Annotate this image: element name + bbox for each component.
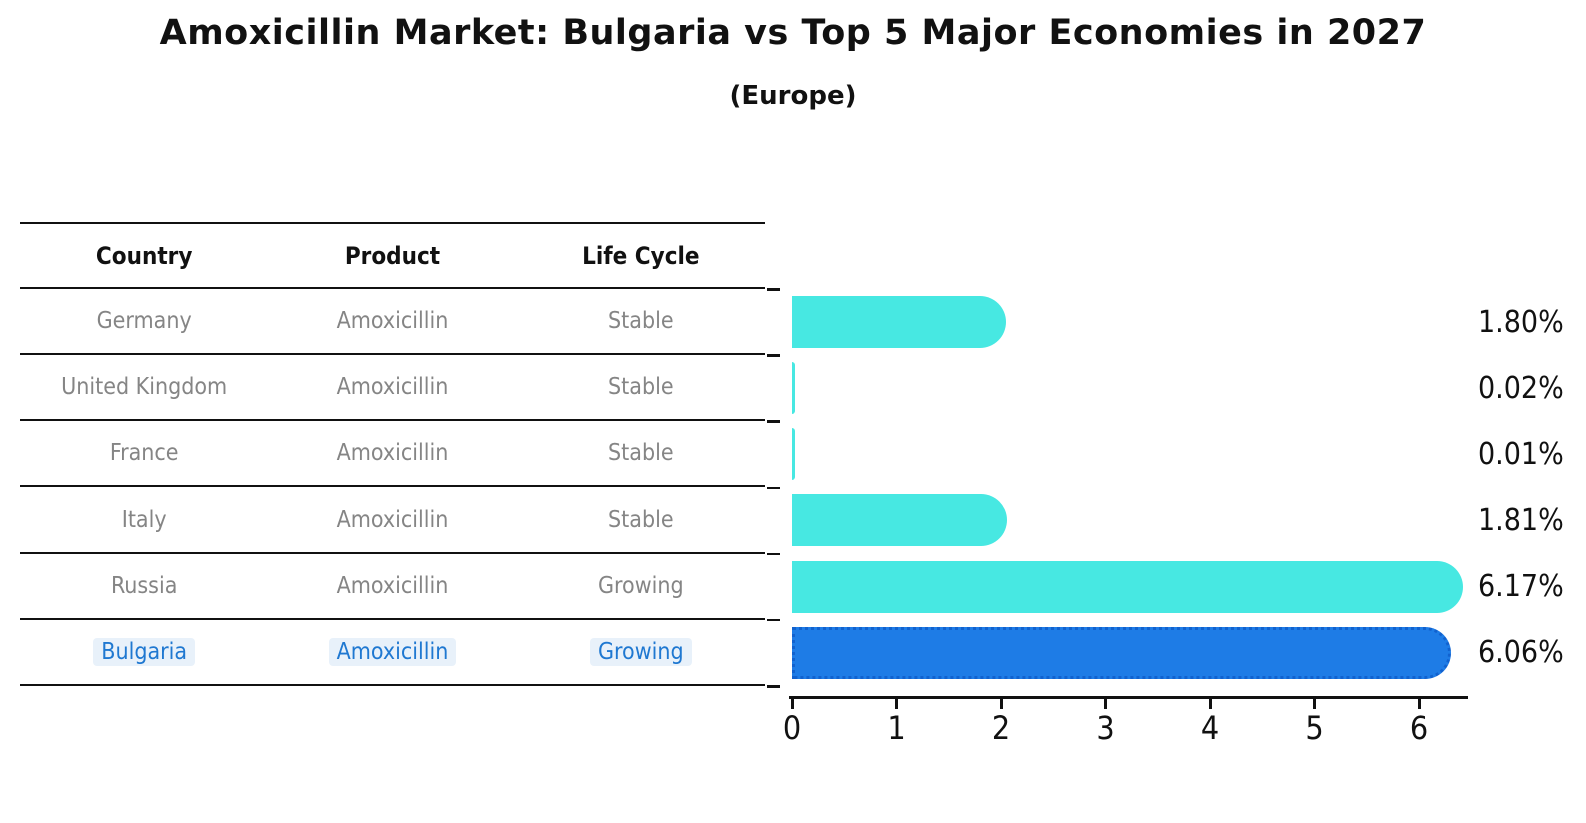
y-tick-mark — [767, 618, 780, 622]
table-row-italy: Italy Amoxicillin Stable — [20, 487, 765, 554]
bar-france — [792, 428, 795, 481]
country-label: United Kingdom — [61, 374, 228, 401]
country-table: Country Product Life Cycle Germany Amoxic… — [20, 222, 765, 686]
table-cell-country: France — [20, 440, 268, 466]
product-label: Amoxicillin — [328, 637, 457, 666]
table-cell-product: Amoxicillin — [268, 374, 516, 400]
life-cycle-label: Stable — [608, 440, 674, 467]
bar-plot-area: 1.80% 0.02% 0.01% 1.81% 6.17% 6.06% — [792, 289, 1564, 686]
country-label: Germany — [96, 308, 192, 335]
table-cell-life-cycle: Stable — [517, 507, 765, 533]
table-cell-life-cycle: Stable — [517, 374, 765, 400]
product-label: Amoxicillin — [336, 506, 449, 533]
table-cell-product: Amoxicillin — [268, 440, 516, 466]
country-label: Italy — [121, 506, 167, 533]
table-cell-life-cycle: Stable — [517, 440, 765, 466]
table-cell-country: Germany — [20, 308, 268, 334]
bar-row-germany: 1.80% — [792, 289, 1564, 355]
x-tick-label: 6 — [1409, 709, 1429, 747]
bar-value-label: 1.80% — [1478, 304, 1564, 340]
table-header-life-cycle: Life Cycle — [582, 241, 700, 270]
product-label: Amoxicillin — [336, 440, 449, 467]
table-row-germany: Germany Amoxicillin Stable — [20, 289, 765, 356]
x-tick-mark — [1208, 699, 1212, 709]
table-cell-product: Amoxicillin — [268, 308, 516, 334]
bar-italy — [792, 494, 1008, 547]
table-row-bulgaria: Bulgaria Amoxicillin Growing — [20, 620, 765, 686]
bar-row-russia: 6.17% — [792, 554, 1564, 620]
bar-united-kingdom — [792, 362, 795, 415]
bar-value-label: 1.81% — [1478, 502, 1564, 538]
x-tick-label: 0 — [782, 709, 802, 747]
x-tick-mark — [1417, 699, 1421, 709]
y-tick-mark — [767, 288, 780, 291]
x-tick-label: 1 — [887, 709, 906, 747]
y-tick-mark — [767, 685, 780, 688]
table-row-russia: Russia Amoxicillin Growing — [20, 554, 765, 620]
x-tick-mark — [790, 699, 794, 709]
table-cell-life-cycle: Growing — [517, 573, 765, 599]
life-cycle-label: Growing — [598, 572, 684, 599]
table-cell-country: Italy — [20, 507, 268, 533]
table-row-france: France Amoxicillin Stable — [20, 421, 765, 488]
table-cell-product: Amoxicillin — [268, 573, 516, 599]
table-cell-country: United Kingdom — [20, 374, 268, 400]
table-cell-product: Amoxicillin — [268, 637, 516, 666]
x-axis-line — [789, 696, 1468, 699]
bar-value-label: 6.06% — [1478, 635, 1564, 671]
x-tick-label: 2 — [991, 709, 1011, 747]
life-cycle-label: Stable — [608, 308, 674, 335]
country-label: Bulgaria — [93, 637, 196, 666]
chart-title: Amoxicillin Market: Bulgaria vs Top 5 Ma… — [159, 13, 1427, 53]
y-tick-mark — [767, 486, 780, 489]
x-axis: 0 1 2 3 4 5 6 — [783, 696, 1472, 756]
x-tick-mark — [1104, 699, 1107, 709]
bar-row-france: 0.01% — [792, 421, 1564, 487]
table-cell-life-cycle: Stable — [517, 308, 765, 334]
x-tick-mark — [1313, 699, 1316, 709]
table-cell-country: Russia — [20, 573, 268, 599]
x-tick-label: 5 — [1305, 709, 1324, 747]
bar-row-bulgaria: 6.06% — [792, 620, 1564, 686]
table-cell-life-cycle: Growing — [517, 637, 765, 666]
table-body: Germany Amoxicillin Stable United Kingdom Am… — [20, 289, 765, 686]
y-tick-mark — [767, 354, 780, 357]
product-label: Amoxicillin — [336, 374, 449, 401]
bar-value-label: 0.02% — [1478, 370, 1564, 406]
y-tick-mark — [767, 552, 780, 556]
life-cycle-label: Stable — [608, 374, 674, 401]
country-label: Russia — [110, 572, 178, 599]
bar-value-label: 6.17% — [1478, 569, 1564, 605]
life-cycle-label: Growing — [590, 637, 692, 666]
bar-value-label: 0.01% — [1478, 436, 1564, 472]
bar-bulgaria — [792, 626, 1452, 679]
x-tick-mark — [999, 699, 1003, 709]
table-header-row: Country Product Life Cycle — [20, 222, 765, 289]
x-tick-mark — [895, 699, 898, 709]
bar-row-italy: 1.81% — [792, 487, 1564, 553]
chart-subtitle: (Europe) — [729, 81, 857, 111]
y-tick-mark — [767, 420, 780, 423]
product-label: Amoxicillin — [336, 572, 449, 599]
table-cell-product: Amoxicillin — [268, 507, 516, 533]
bar-germany — [792, 296, 1007, 348]
country-label: France — [109, 440, 179, 467]
table-header-product: Product — [344, 241, 441, 270]
bar-russia — [792, 560, 1463, 613]
x-tick-label: 4 — [1200, 709, 1220, 747]
product-label: Amoxicillin — [336, 308, 449, 335]
table-row-united-kingdom: United Kingdom Amoxicillin Stable — [20, 355, 765, 422]
x-tick-label: 3 — [1096, 709, 1115, 747]
table-header-country: Country — [95, 241, 193, 270]
table-cell-country: Bulgaria — [20, 637, 268, 666]
life-cycle-label: Stable — [608, 506, 674, 533]
bar-row-united-kingdom: 0.02% — [792, 355, 1564, 421]
